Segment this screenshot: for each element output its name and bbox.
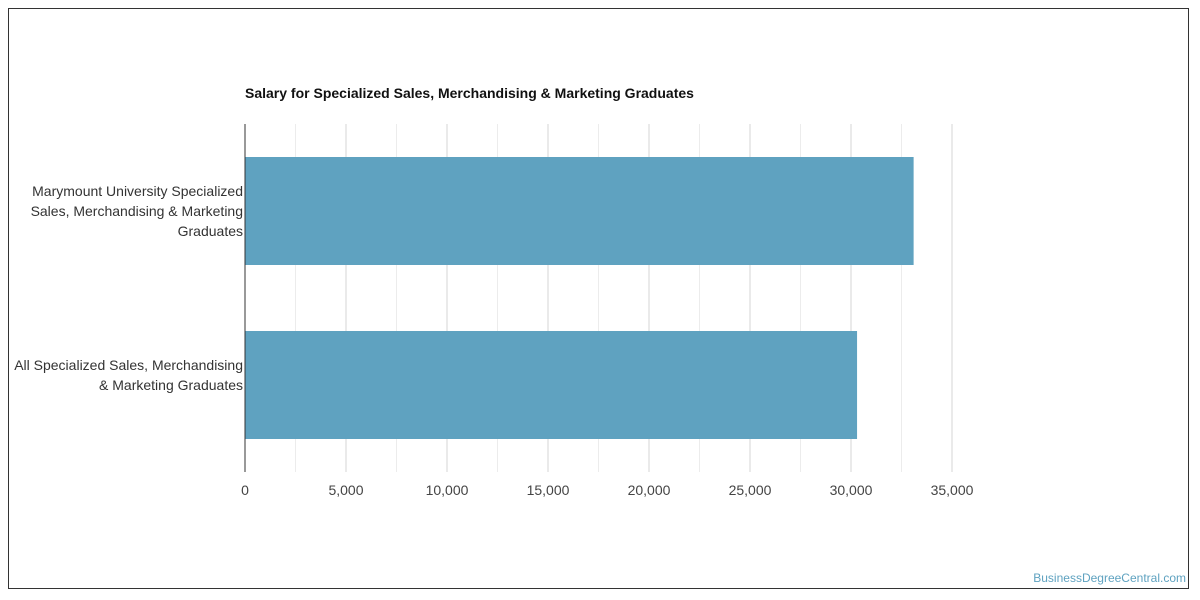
bars — [245, 157, 914, 439]
x-tick-labels: 0 5,000 10,000 15,000 20,000 25,000 30,000 35,0… — [241, 482, 974, 498]
bar[interactable] — [245, 331, 858, 439]
x-tick-label: 10,000 — [426, 482, 469, 498]
bar[interactable] — [245, 157, 914, 265]
category-label: All Specialized Sales, Merchandising & M… — [14, 357, 243, 393]
x-tick-label: 30,000 — [830, 482, 873, 498]
category-label: Marymount University Specialized Sales, … — [30, 183, 243, 239]
chart-title: Salary for Specialized Sales, Merchandis… — [245, 85, 694, 101]
x-tick-label: 25,000 — [729, 482, 772, 498]
x-tick-label: 5,000 — [328, 482, 363, 498]
x-tick-label: 15,000 — [527, 482, 570, 498]
watermark-link[interactable]: BusinessDegreeCentral.com — [1033, 571, 1186, 585]
x-tick-label: 0 — [241, 482, 249, 498]
x-tick-label: 35,000 — [931, 482, 974, 498]
x-tick-label: 20,000 — [628, 482, 671, 498]
